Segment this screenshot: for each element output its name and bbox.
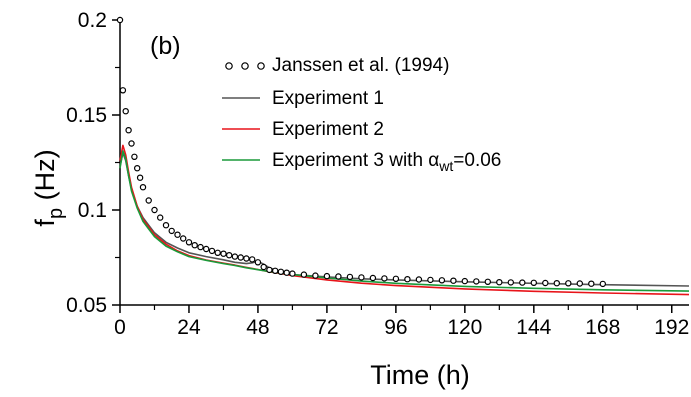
data-point [192,243,197,248]
legend: Janssen et al. (1994) Experiment 1 Experim… [222,55,501,174]
x-tick-label: 24 [177,316,201,339]
data-point [416,277,421,282]
data-point [238,255,243,260]
y-axis-title-unit: (Hz) [30,149,60,207]
data-point [347,274,352,279]
data-point [126,128,131,133]
y-tick-label: 0.2 [78,9,107,32]
data-point [250,257,255,262]
x-tick-label: 192 [654,316,689,339]
data-point [227,253,232,258]
data-point [284,270,289,275]
data-point [140,185,145,190]
data-point [589,281,594,286]
data-point [267,267,272,272]
data-point [313,273,318,278]
data-point [186,240,191,245]
series-line-1 [120,153,689,286]
x-axis-title: Time (h) [370,360,470,390]
data-point [531,280,536,285]
legend-label: Experiment 3 with αwt=0.06 [272,150,501,174]
data-point [198,245,203,250]
data-point [508,280,513,285]
data-point [428,277,433,282]
data-point [204,246,209,251]
legend-marker [258,63,264,69]
legend-label: Janssen et al. (1994) [272,55,449,76]
data-point [462,279,467,284]
data-point [273,268,278,273]
data-point [152,207,157,212]
data-point [577,281,582,286]
x-tick-label: 96 [384,316,407,339]
data-point [255,260,260,265]
legend-label-sub: wt [438,158,453,174]
data-point [244,256,249,261]
data-point [290,271,295,276]
data-point [543,280,548,285]
data-point [221,251,226,256]
x-tick-label: 120 [447,316,482,339]
data-point [497,280,502,285]
x-tick-label: 48 [246,316,269,339]
legend-label-text: Experiment 2 [272,119,384,140]
data-point [123,109,128,114]
data-point [120,88,125,93]
legend-label-suffix: =0.06 [453,150,501,171]
data-point [336,274,341,279]
legend-marker [226,63,232,69]
x-tick-label: 0 [114,316,126,339]
legend-label: Experiment 2 [272,119,384,140]
data-point [485,279,490,284]
data-point [405,277,410,282]
data-point [554,281,559,286]
x-tick-label: 168 [585,316,620,339]
data-point [175,232,180,237]
data-point [278,269,283,274]
legend-label-text: Experiment 3 with α [272,150,439,171]
data-point [382,276,387,281]
legend-marker [242,63,248,69]
data-point [209,248,214,253]
y-tick-label: 0.05 [66,294,107,317]
data-point [324,274,329,279]
data-point [146,198,151,203]
y-axis-title-sub: p [45,208,67,219]
data-point [138,175,143,180]
data-point [451,278,456,283]
data-point [520,280,525,285]
data-point [163,223,168,228]
data-point [232,254,237,259]
panel-label: (b) [150,32,181,60]
y-axis-title: fp (Hz) [30,149,67,226]
series-line-3 [120,151,689,291]
data-point [600,281,605,286]
data-point [117,17,122,22]
data-point [261,264,266,269]
data-point [129,141,134,146]
data-point [158,215,163,220]
data-point [439,278,444,283]
data-point [301,272,306,277]
data-point [135,166,140,171]
y-tick-label: 0.1 [78,199,107,222]
data-point [566,281,571,286]
x-tick-label: 72 [315,316,338,339]
legend-label: Experiment 1 [272,88,384,109]
data-point [359,275,364,280]
x-tick-label: 144 [516,316,551,339]
data-point [169,228,174,233]
data-point [474,279,479,284]
data-point [132,154,137,159]
data-point [370,275,375,280]
data-point [215,250,220,255]
legend-label-text: Janssen et al. (1994) [272,55,449,76]
legend-label-text: Experiment 1 [272,88,384,109]
data-point [181,236,186,241]
y-tick-label: 0.15 [66,104,107,127]
data-point [393,276,398,281]
